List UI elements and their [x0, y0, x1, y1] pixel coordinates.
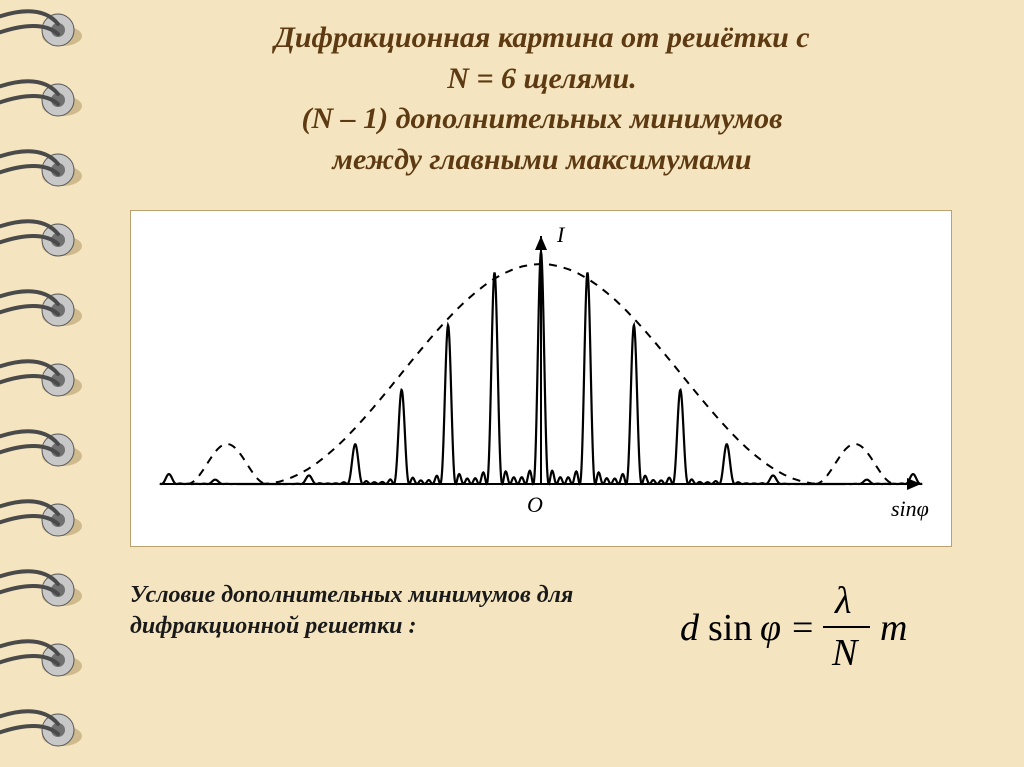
formula-m: m — [880, 607, 907, 649]
title-line-4: между главными максимумами — [332, 143, 751, 176]
spiral-binding — [0, 0, 90, 767]
chart-svg: I Osinφ — [131, 211, 951, 546]
title-line-3: (N – 1) дополнительных минимумов — [302, 102, 783, 135]
title-line-2: N = 6 щелями. — [447, 62, 636, 95]
title-line-1: Дифракционная картина от решётки с — [274, 21, 809, 54]
formula-N: N — [831, 632, 860, 674]
formula-sin: sin — [708, 607, 752, 649]
caption-text: Условие дополнительных минимумов для диф… — [130, 580, 670, 642]
formula-lambda: λ — [834, 580, 851, 622]
origin-label: O — [527, 492, 543, 517]
diffraction-chart: I Osinφ — [130, 210, 952, 547]
caption-label: Условие дополнительных минимумов для диф… — [130, 582, 573, 639]
envelope-side-1 — [815, 444, 895, 484]
formula-eq: = — [792, 607, 813, 649]
y-axis-label: I — [556, 222, 566, 247]
page-title: Дифракционная картина от решётки с N = 6… — [100, 18, 984, 180]
y-axis-arrow — [535, 236, 547, 250]
x-axis-arrow — [907, 478, 921, 490]
formula-d: d — [680, 607, 700, 649]
envelope-side-0 — [187, 444, 267, 484]
x-axis-label: sinφ — [891, 496, 929, 521]
formula-phi: φ — [760, 607, 781, 649]
formula: d sin φ = λ N m — [680, 565, 980, 685]
